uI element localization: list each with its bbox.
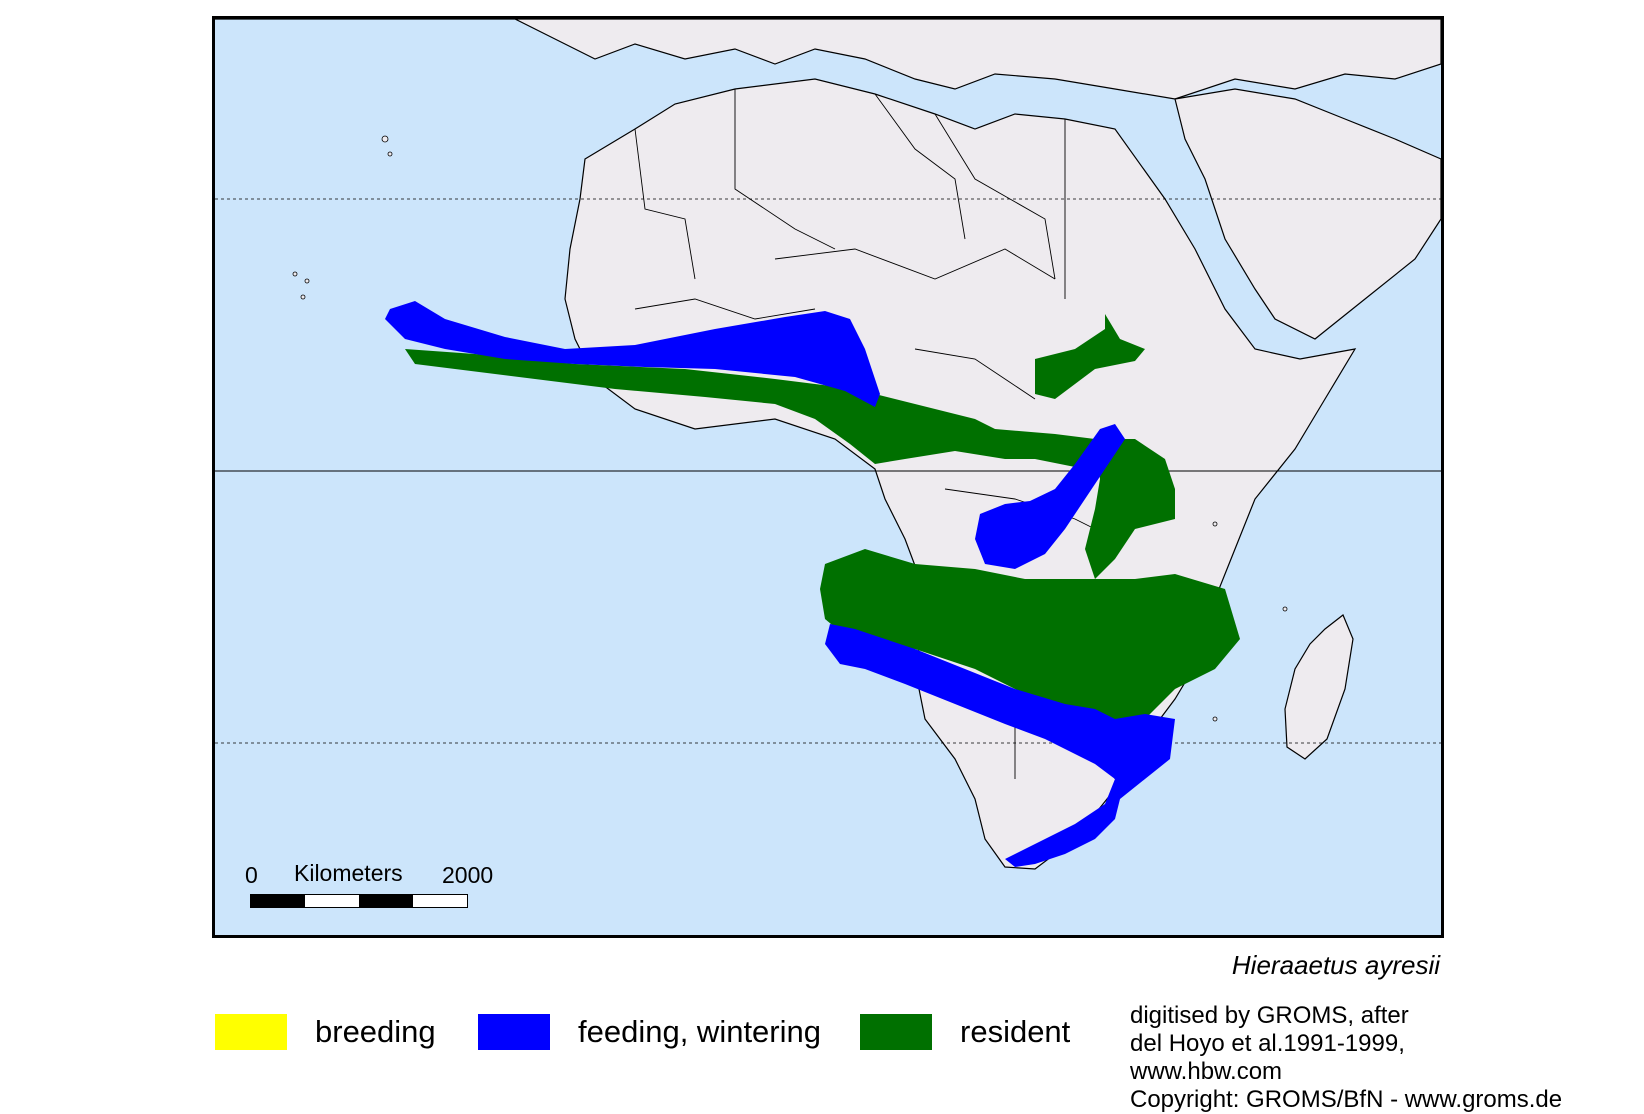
range-map xyxy=(215,19,1441,870)
legend-label-breeding: breeding xyxy=(315,1014,436,1049)
legend-label-feeding: feeding, wintering xyxy=(578,1014,821,1049)
credit-line: Copyright: GROMS/BfN - www.groms.de xyxy=(1130,1086,1563,1113)
feeding-southwest xyxy=(825,624,1175,867)
land-europe xyxy=(215,19,1441,100)
scale-unit-label: Kilometers xyxy=(294,860,403,886)
resident-range xyxy=(405,314,1240,729)
scale-start-label: 0 xyxy=(245,862,258,888)
scale-bar xyxy=(250,894,468,908)
legend-item-breeding: breeding xyxy=(215,1012,436,1052)
credit-line: del Hoyo et al.1991-1999, xyxy=(1130,1030,1405,1057)
feeding-range xyxy=(385,301,1175,867)
legend-item-feeding: feeding, wintering xyxy=(478,1012,821,1052)
credit-line: digitised by GROMS, after xyxy=(1130,1002,1409,1029)
legend-swatch-resident xyxy=(860,1014,932,1050)
resident-west-africa xyxy=(405,349,1035,464)
map-frame xyxy=(212,16,1444,938)
resident-south-central xyxy=(820,549,1240,729)
credits: digitised by GROMS, after del Hoyo et al… xyxy=(1130,1002,1562,1114)
resident-east-corridor xyxy=(1085,439,1175,579)
latitude-lines xyxy=(215,198,1441,744)
scale-segment xyxy=(413,895,467,907)
feeding-west-africa xyxy=(385,301,880,407)
legend-swatch-feeding xyxy=(478,1014,550,1050)
land-arabia xyxy=(1174,88,1441,340)
credit-line: www.hbw.com xyxy=(1130,1058,1283,1085)
scale-segment xyxy=(359,895,413,907)
land-madagascar xyxy=(1284,614,1354,760)
legend-item-resident: resident xyxy=(860,1012,1070,1052)
scale-end-label: 2000 xyxy=(442,862,494,888)
scale-segment xyxy=(305,895,359,907)
scale-segment xyxy=(251,895,305,907)
resident-ethiopia xyxy=(1035,314,1145,399)
legend-swatch-breeding xyxy=(215,1014,287,1050)
islands xyxy=(292,135,1288,722)
land xyxy=(215,19,1441,870)
feeding-east-africa xyxy=(975,424,1125,569)
legend-label-resident: resident xyxy=(960,1014,1071,1049)
species-name: Hieraaetus ayresii xyxy=(1231,950,1440,980)
